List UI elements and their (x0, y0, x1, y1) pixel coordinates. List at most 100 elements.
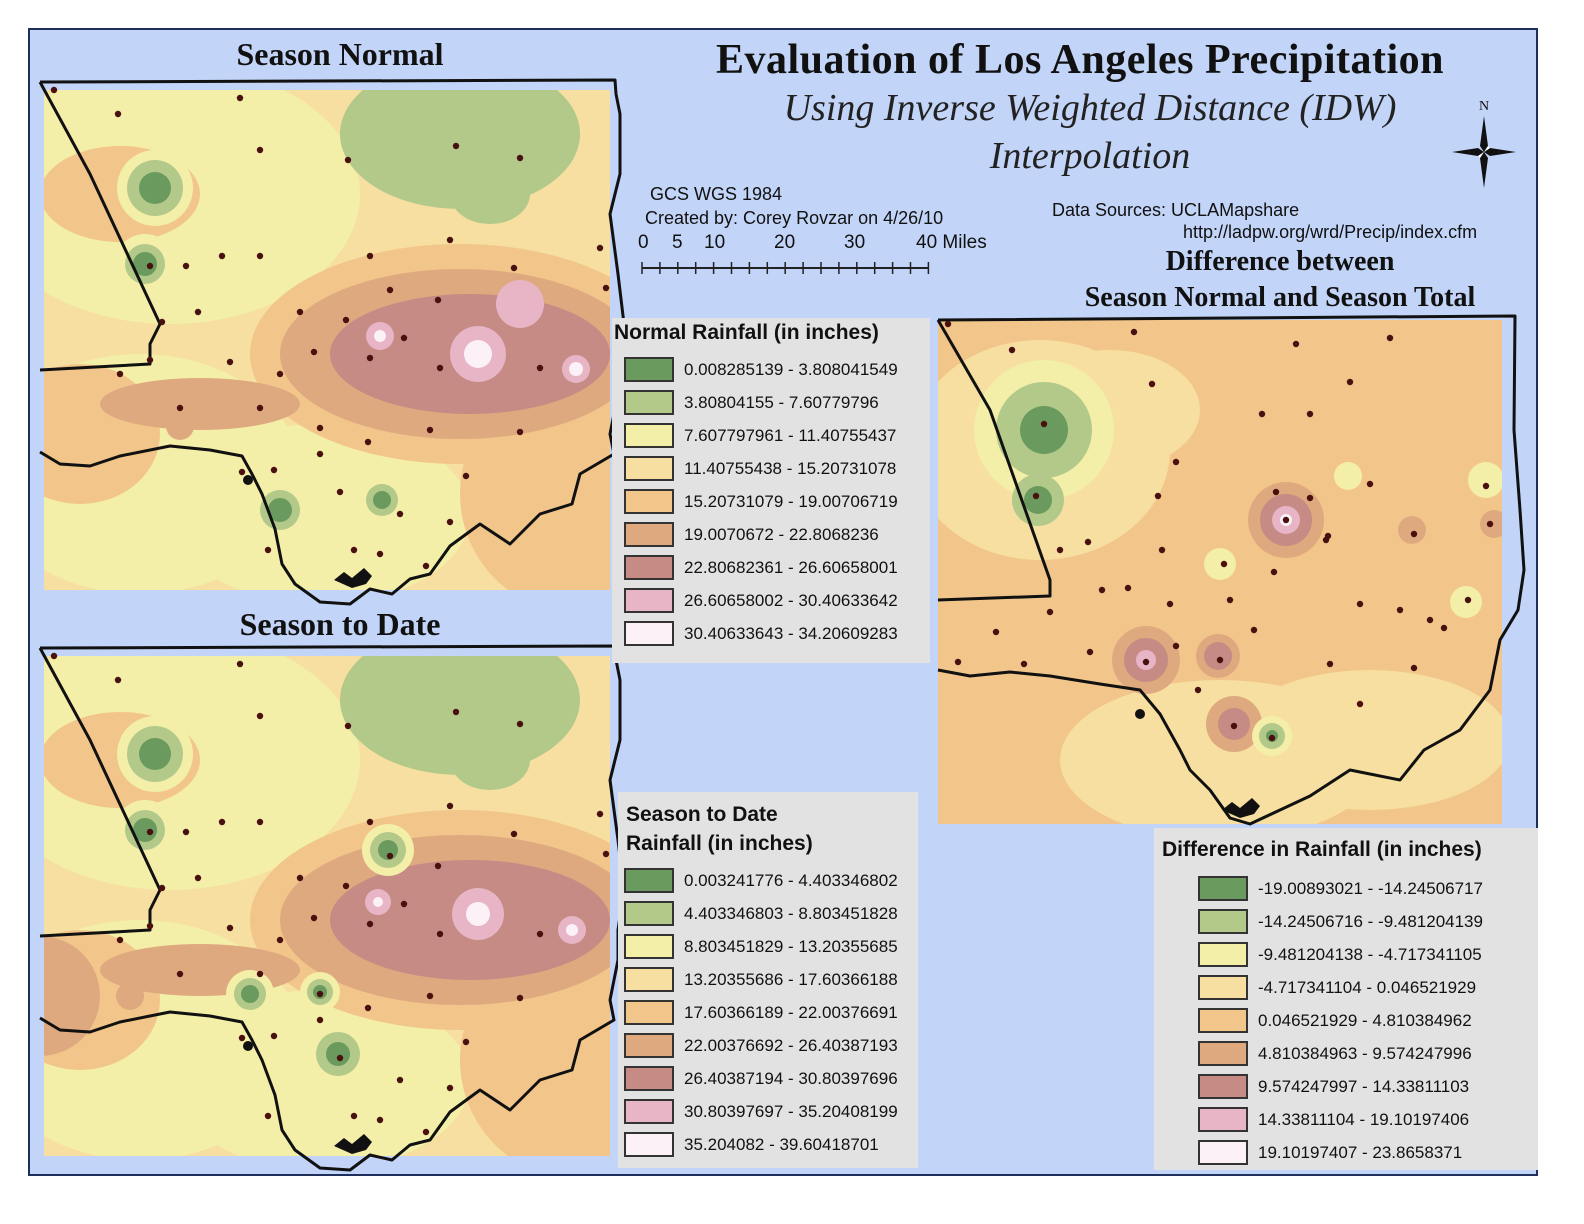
station-point (114, 110, 122, 118)
station-point (396, 1076, 404, 1084)
station-point (146, 262, 154, 270)
legend-item: 9.574247997 - 14.33811103 (1198, 1070, 1538, 1103)
station-point (1282, 516, 1290, 524)
station-point (344, 722, 352, 730)
station-point (256, 252, 264, 260)
station-point (376, 1116, 384, 1124)
station-point (462, 472, 470, 480)
legend-item: 13.20355686 - 17.60366188 (624, 963, 918, 996)
scale-tick-label: 30 (844, 232, 865, 253)
station-point (422, 562, 430, 570)
legend-item: 8.803451829 - 13.20355685 (624, 930, 918, 963)
data-sources-url: http://ladpw.org/wrd/Precip/index.cfm (1183, 222, 1478, 242)
legend-item-label: -19.00893021 - -14.24506717 (1258, 878, 1483, 898)
station-point (1056, 546, 1064, 554)
legend-item-label: 14.33811104 - 19.10197406 (1258, 1109, 1470, 1129)
station-point (1268, 734, 1276, 742)
legend-swatch (624, 423, 674, 448)
season-normal-raster (38, 78, 626, 606)
legend-item: 19.10197407 - 23.8658371 (1198, 1136, 1538, 1169)
station-point (1396, 606, 1404, 614)
station-point (264, 546, 272, 554)
legend-item-label: 7.607797961 - 11.40755437 (684, 425, 897, 445)
station-point (426, 992, 434, 1000)
legend-item: -14.24506716 - -9.481204139 (1198, 905, 1538, 938)
legend-item: 7.607797961 - 11.40755437 (624, 419, 930, 452)
station-point (436, 930, 444, 938)
legend-item-label: 0.003241776 - 4.403346802 (684, 870, 898, 890)
legend-swatch (624, 522, 674, 547)
subtitle-line-1: Using Inverse Weighted Distance (IDW) (783, 87, 1397, 129)
station-point (350, 546, 358, 554)
station-point (350, 1112, 358, 1120)
legend-swatch (624, 934, 674, 959)
station-point (1386, 334, 1394, 342)
station-point (1292, 340, 1300, 348)
station-point (992, 628, 1000, 636)
scale-tick-label: 40 Miles (916, 232, 987, 253)
station-point (1250, 626, 1258, 634)
station-point (1486, 520, 1494, 528)
legend-swatch (624, 868, 674, 893)
legend-item: 0.003241776 - 4.403346802 (624, 864, 918, 897)
station-point (1172, 642, 1180, 650)
legend-item-label: 0.046521929 - 4.810384962 (1258, 1010, 1472, 1030)
scale-bar-ruler-icon: 0 5 10 20 30 40 Miles (638, 232, 987, 274)
station-point (256, 712, 264, 720)
difference-map-title: Difference between Season Normal and Sea… (1040, 244, 1520, 316)
station-point (462, 1038, 470, 1046)
station-point (158, 318, 166, 326)
legend-swatch (1198, 1074, 1248, 1099)
station-point (1142, 658, 1150, 666)
legend-swatch (1198, 909, 1248, 934)
legend-item-label: 26.60658002 - 30.40633642 (684, 590, 898, 610)
station-point (446, 236, 454, 244)
legend-swatch (624, 357, 674, 382)
legend-item-label: 30.40633643 - 34.20609283 (684, 623, 898, 643)
station-point (1046, 608, 1054, 616)
station-point (194, 874, 202, 882)
legend-item-label: 8.803451829 - 13.20355685 (684, 936, 898, 956)
station-point (1194, 686, 1202, 694)
north-label: N (1479, 99, 1489, 114)
legend-normal-title: Normal Rainfall (in inches) (614, 321, 879, 344)
station-point (1356, 700, 1364, 708)
legend-item: 11.40755438 - 15.20731078 (624, 452, 930, 485)
station-point (344, 156, 352, 164)
station-point (226, 358, 234, 366)
legend-swatch (624, 489, 674, 514)
legend-item-label: 30.80397697 - 35.20408199 (684, 1101, 898, 1121)
legend-swatch (624, 456, 674, 481)
legend-item: 22.80682361 - 26.60658001 (624, 551, 930, 584)
north-arrow: N (1446, 96, 1522, 188)
station-point (436, 364, 444, 372)
station-point (114, 676, 122, 684)
season-normal-map (20, 74, 640, 614)
harbor-shape (1222, 798, 1260, 818)
legend-item: 3.80804155 - 7.60779796 (624, 386, 930, 419)
legend-item-label: 19.10197407 - 23.8658371 (1258, 1142, 1463, 1162)
legend-swatch (624, 588, 674, 613)
station-point (510, 264, 518, 272)
legend-item-label: -4.717341104 - 0.046521929 (1258, 977, 1477, 997)
station-point (1326, 660, 1334, 668)
legend-item: 0.046521929 - 4.810384962 (1198, 1004, 1538, 1037)
legend-swatch (624, 901, 674, 926)
legend-item: 14.33811104 - 19.10197406 (1198, 1103, 1538, 1136)
legend-item-label: 4.810384963 - 9.574247996 (1258, 1043, 1472, 1063)
station-point (342, 316, 350, 324)
legend-swatch (624, 555, 674, 580)
station-point (182, 262, 190, 270)
station-point (366, 818, 374, 826)
station-point (602, 850, 610, 858)
station-point (1148, 380, 1156, 388)
season-normal-title: Season Normal (236, 36, 444, 72)
station-point (536, 930, 544, 938)
data-sources-label: Data Sources: UCLAMapshare (1052, 200, 1300, 220)
station-point (386, 286, 394, 294)
station-point (342, 882, 350, 890)
station-point (434, 862, 442, 870)
station-point (1482, 482, 1490, 490)
station-point (1216, 656, 1224, 664)
legend-item: -19.00893021 - -14.24506717 (1198, 872, 1538, 905)
